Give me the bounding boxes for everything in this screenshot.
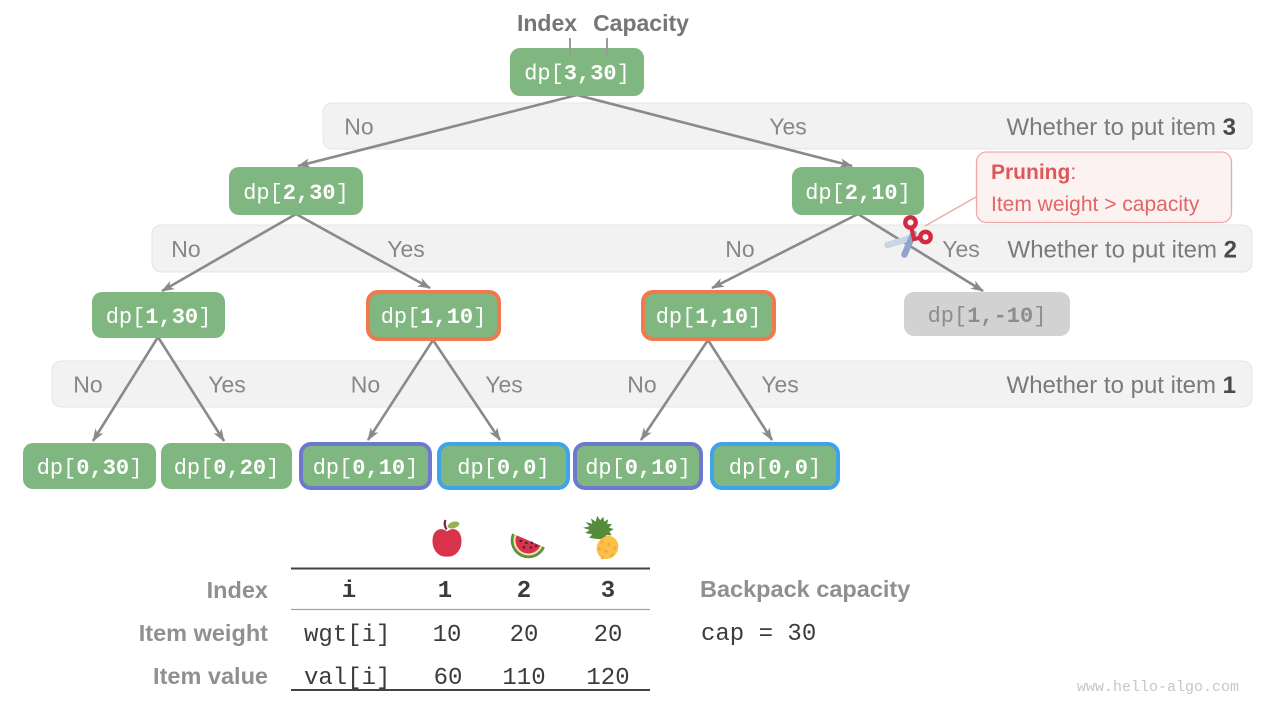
svg-text:20: 20 <box>594 622 623 649</box>
svg-text:Index: Index <box>517 10 577 36</box>
svg-text:Yes: Yes <box>942 236 980 262</box>
svg-text:Yes: Yes <box>208 372 246 398</box>
svg-text:No: No <box>627 372 656 398</box>
svg-text:cap = 30: cap = 30 <box>701 621 816 648</box>
svg-text:Yes: Yes <box>485 372 523 398</box>
svg-text:60: 60 <box>434 665 463 692</box>
svg-text:110: 110 <box>502 665 545 692</box>
svg-text:dp[0,10]: dp[0,10] <box>313 456 419 481</box>
svg-text:Whether to put item 1: Whether to put item 1 <box>1007 372 1236 399</box>
svg-text:www.hello-algo.com: www.hello-algo.com <box>1077 679 1239 696</box>
svg-text:dp[0,30]: dp[0,30] <box>37 456 143 481</box>
svg-text:No: No <box>725 236 754 262</box>
svg-text:Whether to put item 3: Whether to put item 3 <box>1007 114 1236 141</box>
svg-text:Capacity: Capacity <box>593 10 689 36</box>
svg-text:No: No <box>171 236 200 262</box>
svg-text:dp[3,30]: dp[3,30] <box>524 62 630 87</box>
svg-text:No: No <box>351 372 380 398</box>
svg-text:No: No <box>344 114 373 140</box>
svg-text:No: No <box>73 372 102 398</box>
svg-text:dp[1,10]: dp[1,10] <box>656 305 762 330</box>
svg-text:dp[0,0]: dp[0,0] <box>457 456 549 481</box>
svg-text:10: 10 <box>433 622 462 649</box>
svg-text:Item value: Item value <box>153 663 268 689</box>
svg-text:Backpack capacity: Backpack capacity <box>700 576 910 602</box>
svg-text:Index: Index <box>207 577 268 603</box>
svg-text:Item weight > capacity: Item weight > capacity <box>991 193 1200 216</box>
svg-text:Pruning:: Pruning: <box>991 161 1076 184</box>
svg-text:dp[0,10]: dp[0,10] <box>585 456 691 481</box>
svg-text:Item weight: Item weight <box>139 620 268 646</box>
svg-text:3: 3 <box>601 578 615 605</box>
svg-text:2: 2 <box>517 578 531 605</box>
svg-text:dp[1,30]: dp[1,30] <box>106 305 212 330</box>
svg-text:i: i <box>342 578 356 605</box>
svg-text:val[i]: val[i] <box>304 665 390 692</box>
svg-text:dp[2,30]: dp[2,30] <box>243 181 349 206</box>
svg-text:Yes: Yes <box>769 114 807 140</box>
svg-text:dp[1,10]: dp[1,10] <box>381 305 487 330</box>
svg-text:Whether to put item 2: Whether to put item 2 <box>1008 237 1237 264</box>
svg-text:20: 20 <box>510 622 539 649</box>
svg-text:dp[1,-10]: dp[1,-10] <box>928 304 1047 329</box>
svg-text:wgt[i]: wgt[i] <box>304 622 390 649</box>
svg-text:1: 1 <box>438 578 452 605</box>
svg-text:120: 120 <box>586 665 629 692</box>
svg-text:Yes: Yes <box>761 372 799 398</box>
svg-text:dp[0,20]: dp[0,20] <box>174 456 280 481</box>
svg-text:dp[2,10]: dp[2,10] <box>805 181 911 206</box>
svg-text:Yes: Yes <box>387 236 425 262</box>
svg-text:dp[0,0]: dp[0,0] <box>729 456 821 481</box>
